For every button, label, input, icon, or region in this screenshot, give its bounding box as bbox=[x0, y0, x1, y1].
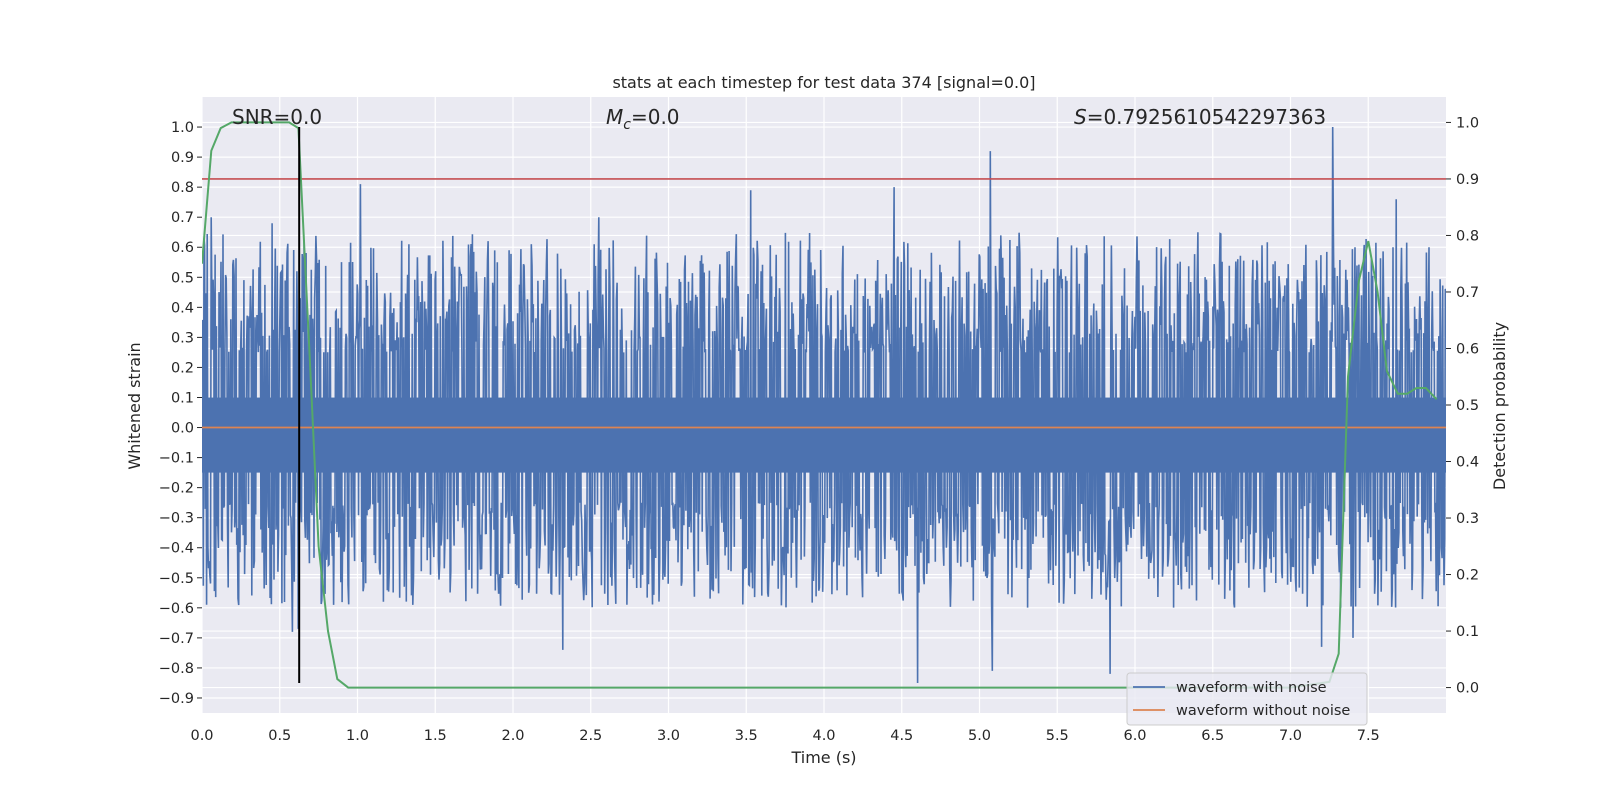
x-tick-label: 5.5 bbox=[1046, 728, 1069, 744]
y-tick-label-right: 0.7 bbox=[1456, 285, 1479, 301]
y-tick-label-left: −0.2 bbox=[159, 481, 194, 497]
y-tick-label-left: −0.6 bbox=[159, 601, 194, 617]
y-axis-label-left: Whitened strain bbox=[125, 342, 144, 469]
x-tick-label: 6.0 bbox=[1123, 728, 1146, 744]
x-tick-label: 4.5 bbox=[890, 728, 913, 744]
y-tick-label-left: 0.3 bbox=[171, 330, 194, 346]
s-statistic-annotation: S=0.7925610542297363 bbox=[1074, 105, 1326, 129]
x-axis-label: Time (s) bbox=[790, 748, 856, 767]
x-tick-label: 1.0 bbox=[346, 728, 369, 744]
legend-box bbox=[1126, 672, 1368, 726]
x-tick-label: 4.0 bbox=[812, 728, 835, 744]
y-tick-label-left: 0.5 bbox=[171, 270, 194, 286]
y-tick-label-left: −0.9 bbox=[159, 691, 194, 707]
y-tick-label-right: 0.2 bbox=[1456, 568, 1479, 584]
y-tick-label-right: 0.6 bbox=[1456, 341, 1479, 357]
y-tick-label-left: 0.0 bbox=[171, 421, 194, 437]
x-tick-label: 1.5 bbox=[424, 728, 447, 744]
y-tick-label-left: −0.5 bbox=[159, 571, 194, 587]
y-tick-label-left: 0.8 bbox=[171, 180, 194, 196]
y-tick-label-left: −0.4 bbox=[159, 541, 194, 557]
chirp-mass-value: =0.0 bbox=[631, 105, 680, 129]
legend-label-waveform-without-noise: waveform without noise bbox=[1176, 703, 1350, 719]
x-tick-label: 7.5 bbox=[1357, 728, 1380, 744]
series-detection-probability bbox=[202, 121, 1438, 689]
axes-layer: 0.0 0.5 1.0 1.5 2.0 2.5 3.0 3.5 4.0 4.5 5.0 5.5 6.0 6… bbox=[159, 115, 1479, 744]
chart-title: stats at each timestep for test data 374… bbox=[612, 73, 1035, 92]
x-tick-label: 2.5 bbox=[579, 728, 602, 744]
y-tick-label-left: 0.4 bbox=[171, 300, 194, 316]
series-layer bbox=[202, 121, 1446, 689]
y-tick-label-right: 0.8 bbox=[1456, 228, 1479, 244]
x-tick-label: 0.5 bbox=[268, 728, 291, 744]
y-tick-label-left: 1.0 bbox=[171, 120, 194, 136]
snr-annotation: SNR=0.0 bbox=[232, 105, 322, 129]
y-tick-label-left: −0.3 bbox=[159, 511, 194, 527]
s-statistic-value: =0.7925610542297363 bbox=[1087, 105, 1326, 129]
s-statistic-symbol: S bbox=[1074, 105, 1087, 129]
x-tick-label: 0.0 bbox=[190, 728, 213, 744]
y-tick-label-right: 0.1 bbox=[1456, 624, 1479, 640]
y-axis-label-right: Detection probability bbox=[1490, 322, 1509, 490]
y-tick-label-left: 0.2 bbox=[171, 360, 194, 376]
y-tick-label-right: 1.0 bbox=[1456, 115, 1479, 131]
y-tick-label-right: 0.9 bbox=[1456, 172, 1479, 188]
x-tick-label: 5.0 bbox=[968, 728, 991, 744]
legend: waveform with noise waveform without noi… bbox=[1126, 672, 1368, 726]
y-tick-label-right: 0.5 bbox=[1456, 398, 1479, 414]
x-tick-label: 7.0 bbox=[1279, 728, 1302, 744]
y-tick-label-left: 0.9 bbox=[171, 150, 194, 166]
y-tick-label-right: 0.4 bbox=[1456, 455, 1479, 471]
series-waveform-with-noise-band bbox=[202, 397, 1446, 473]
y-tick-label-left: 0.1 bbox=[171, 390, 194, 406]
x-tick-label: 3.0 bbox=[657, 728, 680, 744]
y-tick-label-left: −0.7 bbox=[159, 631, 194, 647]
y-tick-label-right: 0.3 bbox=[1456, 511, 1479, 527]
chirp-mass-annotation: Mc=0.0 bbox=[606, 105, 680, 133]
x-tick-label: 3.5 bbox=[735, 728, 758, 744]
legend-label-waveform-with-noise: waveform with noise bbox=[1176, 680, 1327, 696]
y-tick-label-left: 0.7 bbox=[171, 210, 194, 226]
chirp-mass-symbol: M bbox=[606, 105, 623, 129]
y-tick-label-left: −0.1 bbox=[159, 451, 194, 467]
y-tick-label-left: 0.6 bbox=[171, 240, 194, 256]
y-tick-label-left: −0.8 bbox=[159, 661, 194, 677]
y-tick-label-right: 0.0 bbox=[1456, 681, 1479, 697]
x-tick-label: 2.0 bbox=[501, 728, 524, 744]
x-tick-label: 6.5 bbox=[1201, 728, 1224, 744]
chirp-mass-subscript: c bbox=[623, 117, 631, 133]
